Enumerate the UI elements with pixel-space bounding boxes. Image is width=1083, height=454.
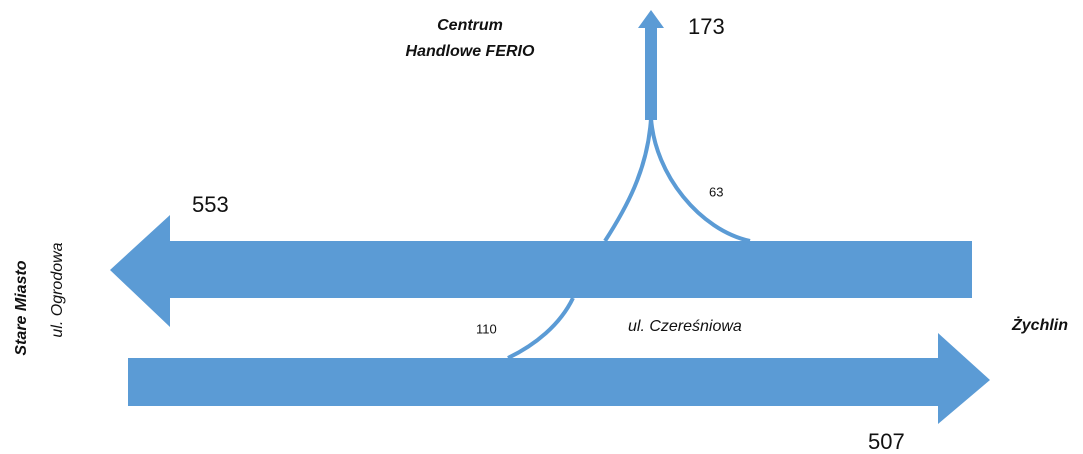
eastbound-arrow bbox=[128, 333, 990, 424]
destination-label: Stare Miasto bbox=[13, 260, 30, 355]
westbound-arrow bbox=[110, 215, 972, 327]
street-label: ul. Czereśniowa bbox=[628, 318, 742, 335]
street-label: ul. Ogrodowa bbox=[49, 242, 66, 337]
left-turn-curve bbox=[603, 117, 653, 243]
flow-label: 507 bbox=[868, 429, 905, 454]
left-turn-curve bbox=[507, 297, 575, 360]
flow-label: 110 bbox=[476, 321, 497, 336]
flow-label: 63 bbox=[709, 184, 723, 199]
destination-label: Centrum bbox=[437, 17, 503, 34]
flow-label: 173 bbox=[688, 14, 725, 39]
right-turn-curve bbox=[649, 117, 751, 243]
flow-label: 553 bbox=[192, 192, 229, 217]
northbound-arrow bbox=[638, 10, 664, 120]
destination-label: Handlowe FERIO bbox=[406, 43, 535, 60]
destination-label: Żychlin bbox=[1011, 316, 1068, 334]
